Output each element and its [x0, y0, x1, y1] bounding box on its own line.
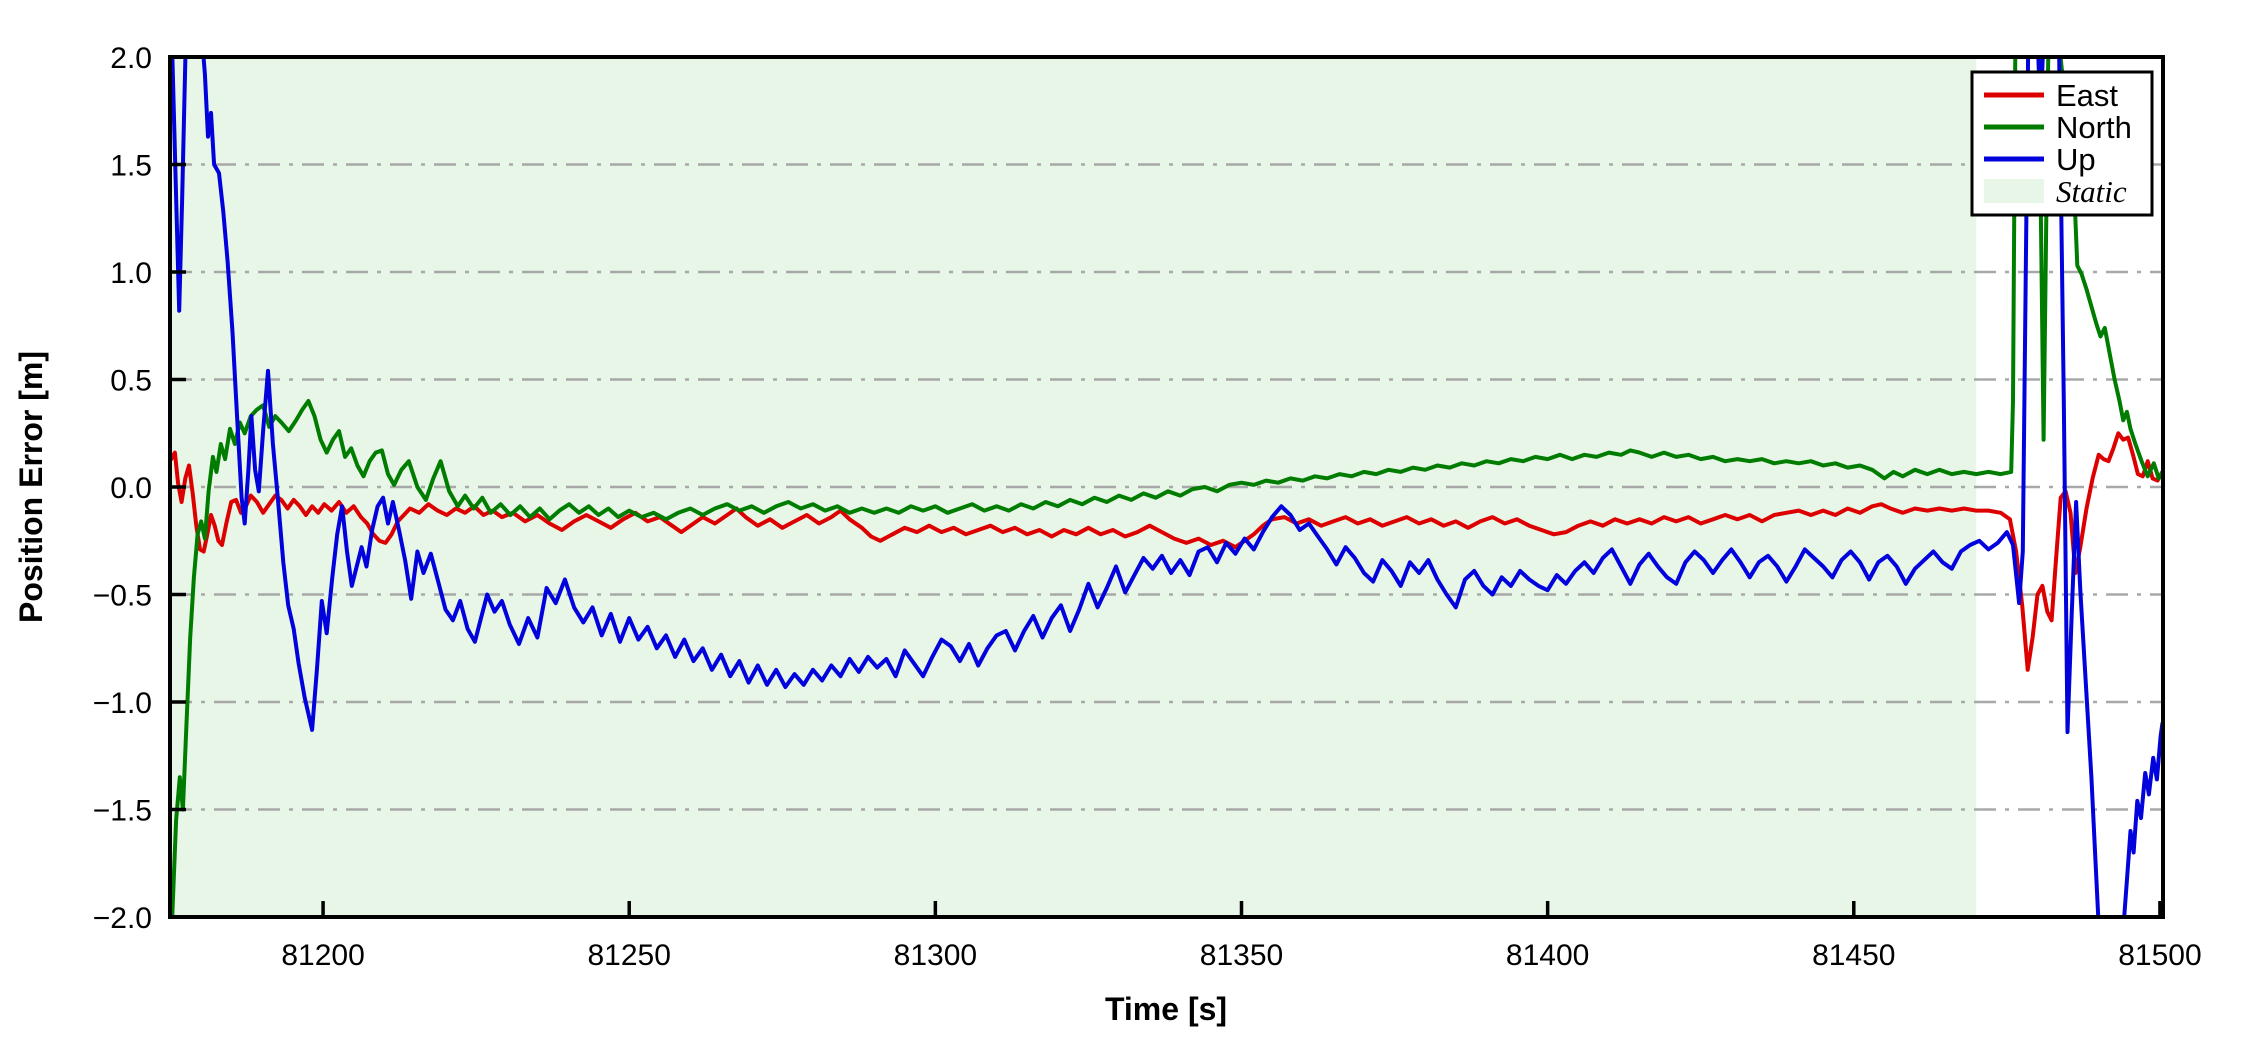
legend-static-label: Static [2056, 174, 2127, 209]
x-tick-label-81350: 81350 [1200, 939, 1283, 972]
y-tick-label-2: 2.0 [110, 42, 152, 75]
series-lines [170, 57, 2163, 917]
x-tick-label-81250: 81250 [587, 939, 670, 972]
y-tick-label--2: −2.0 [93, 902, 152, 935]
north-series-line [170, 57, 2163, 917]
y-tick-label-0: 0.0 [110, 472, 152, 505]
y-tick-label--0.5: −0.5 [93, 580, 152, 613]
y-tick-label-1: 1.0 [110, 257, 152, 290]
up-series-line [170, 57, 2163, 917]
axis-ticks: 81200 81250 81300 81350 81400 81450 81500 2.0 1.… [93, 42, 2202, 972]
legend: East North Up Static [1970, 70, 2154, 217]
gridlines [170, 163, 2163, 811]
y-axis-label: Position Error [m] [13, 351, 49, 623]
y-tick-label-1.5: 1.5 [110, 150, 152, 183]
x-axis-label: Time [s] [1105, 991, 1227, 1027]
legend-east-label: East [2056, 78, 2118, 113]
east-series-line [170, 431, 2163, 672]
y-tick-label--1: −1.0 [93, 687, 152, 720]
x-tick-label-81200: 81200 [281, 939, 364, 972]
x-tick-label-81400: 81400 [1506, 939, 1589, 972]
y-tick-label--1.5: −1.5 [93, 795, 152, 828]
x-tick-label-81500: 81500 [2118, 939, 2201, 972]
legend-up-label: Up [2056, 142, 2096, 177]
y-tick-label-0.5: 0.5 [110, 365, 152, 398]
x-tick-label-81450: 81450 [1812, 939, 1895, 972]
legend-north-label: North [2056, 110, 2132, 145]
x-tick-label-81300: 81300 [894, 939, 977, 972]
legend-static-patch-sample [1984, 179, 2044, 203]
